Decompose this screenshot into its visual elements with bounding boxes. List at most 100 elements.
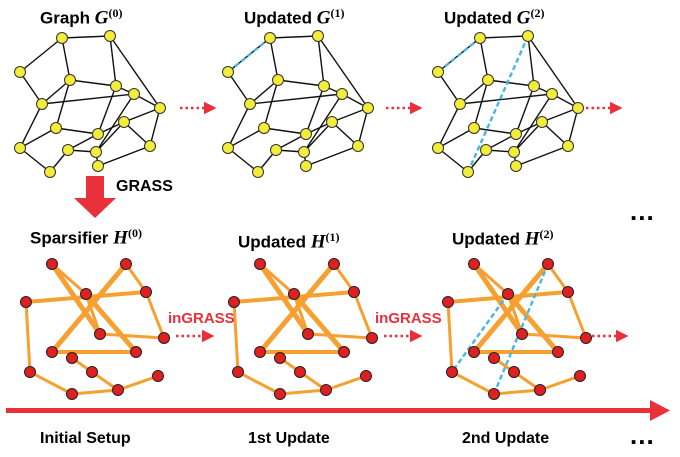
ellipsis-bottom: ... bbox=[630, 420, 655, 450]
graph-2-edge bbox=[437, 103, 461, 149]
graph-0-node bbox=[154, 102, 166, 114]
sparsifier-1-node bbox=[348, 286, 360, 298]
graph-1-node bbox=[300, 160, 312, 172]
graph-1-edge bbox=[269, 35, 319, 39]
graph-2-node bbox=[462, 166, 474, 178]
graph-0-node bbox=[90, 146, 102, 158]
graph-1-edge bbox=[227, 103, 251, 149]
grass-down-arrow bbox=[74, 176, 116, 218]
graph-1-node bbox=[300, 128, 312, 140]
graph-1-node bbox=[336, 88, 348, 100]
graph-2-node bbox=[528, 80, 540, 92]
title-graph-2: Updated G(2) bbox=[444, 6, 545, 29]
graph-0-node bbox=[62, 144, 74, 156]
sparsifier-1-node bbox=[320, 384, 332, 396]
graph-0-edge bbox=[109, 35, 161, 109]
graph-2-edge bbox=[479, 37, 489, 81]
graph-1-new-edge bbox=[227, 37, 271, 73]
graph-0-edge bbox=[109, 35, 117, 87]
sparsifier-0-node bbox=[152, 370, 164, 382]
sparsifier-2-node bbox=[574, 370, 586, 382]
graph-0-edge bbox=[19, 37, 63, 73]
title-graph-0: Graph G(0) bbox=[40, 6, 123, 29]
sparsifier-0-edge bbox=[70, 388, 120, 396]
sparsifier-2-node bbox=[552, 346, 564, 358]
sparsifier-0-node bbox=[112, 384, 124, 396]
title-sparsifier-0: Sparsifier H(0) bbox=[30, 226, 142, 249]
graph-2-node bbox=[432, 66, 444, 78]
graph-0-edge bbox=[55, 79, 71, 129]
sparsifier-1-node bbox=[360, 370, 372, 382]
graph-1-edge bbox=[249, 93, 343, 105]
sparsifier-0-edge bbox=[50, 262, 88, 296]
graph-0-edge bbox=[61, 37, 71, 81]
sparsifier-1-edge bbox=[257, 261, 337, 355]
graph-2-edge bbox=[437, 147, 469, 173]
sparsifier-2-edge bbox=[505, 291, 561, 355]
sparsifier-0-node bbox=[46, 346, 58, 358]
sparsifier-0-node bbox=[140, 286, 152, 298]
graph-2-edge bbox=[473, 79, 489, 129]
graph-0-edge bbox=[97, 145, 151, 167]
graph-2-edge bbox=[567, 107, 579, 147]
graph-1-node bbox=[298, 146, 310, 158]
graph-1-edge bbox=[317, 35, 325, 87]
sparsifier-0-node bbox=[94, 328, 106, 340]
graph-2-node bbox=[546, 88, 558, 100]
graph-0-edge bbox=[41, 93, 135, 105]
graph-0-edge bbox=[41, 79, 71, 105]
sparsifier-2-node bbox=[488, 352, 500, 364]
sparsifier-2-node bbox=[468, 258, 480, 270]
sparsifier-1-node bbox=[254, 346, 266, 358]
ingrass-label-1: inGRASS bbox=[168, 310, 235, 327]
sparsifier-1-node bbox=[288, 288, 300, 300]
sparsifier-1-edge bbox=[258, 262, 296, 296]
stage-label-second: 2nd Update bbox=[462, 430, 550, 447]
graph-1-node bbox=[352, 140, 364, 152]
sparsifier-0-node bbox=[20, 296, 32, 308]
graph-0-edge bbox=[97, 85, 117, 135]
grass-label: GRASS bbox=[116, 178, 173, 195]
graph-1-node bbox=[258, 122, 270, 134]
sparsifier-2-node bbox=[516, 328, 528, 340]
sparsifier-1-edge bbox=[292, 292, 310, 336]
graph-0-node bbox=[14, 142, 26, 154]
sparsifier-0-node bbox=[130, 346, 142, 358]
sparsifier-1-node bbox=[302, 328, 314, 340]
graph-1-edge bbox=[317, 35, 369, 109]
graph-1-edge bbox=[305, 145, 359, 167]
graph-0-node bbox=[36, 98, 48, 110]
graph-2-edge bbox=[541, 107, 579, 123]
stage-label-first: 1st Update bbox=[248, 430, 330, 447]
sparsifier-1-node bbox=[232, 366, 244, 378]
graph-1-edge bbox=[303, 121, 333, 153]
graph-0-edge bbox=[19, 103, 43, 149]
sparsifier-0-edge bbox=[144, 290, 166, 340]
graph-0-node bbox=[50, 122, 62, 134]
graph-2-node bbox=[480, 144, 492, 156]
graph-2-node bbox=[522, 30, 534, 42]
sparsifier-1-edge bbox=[236, 370, 282, 396]
graph-2-edge bbox=[473, 127, 517, 135]
graph-0-edge bbox=[55, 127, 99, 135]
graph-1-edge bbox=[249, 79, 279, 105]
ellipsis-middle: ... bbox=[630, 196, 655, 226]
graph-0-node bbox=[44, 166, 56, 178]
graph-2-edge bbox=[513, 121, 543, 153]
sparsifier-0-edge bbox=[116, 374, 160, 392]
sparsifier-2-edge bbox=[566, 290, 588, 340]
sparsifier-0-node bbox=[86, 366, 98, 378]
sparsifier-1-edge bbox=[324, 374, 368, 392]
graph-0-edge bbox=[19, 71, 43, 105]
graph-0-edge bbox=[19, 127, 57, 149]
sparsifier-1-edge bbox=[306, 332, 374, 340]
sparsifier-0-edge bbox=[84, 292, 102, 336]
graph-2-new-edge bbox=[437, 37, 481, 73]
sparsifier-2-node bbox=[508, 366, 520, 378]
sparsifier-1-node bbox=[274, 388, 286, 400]
sparsifier-0-node bbox=[66, 388, 78, 400]
stage-label-initial: Initial Setup bbox=[40, 430, 131, 447]
graph-1-node bbox=[362, 102, 374, 114]
